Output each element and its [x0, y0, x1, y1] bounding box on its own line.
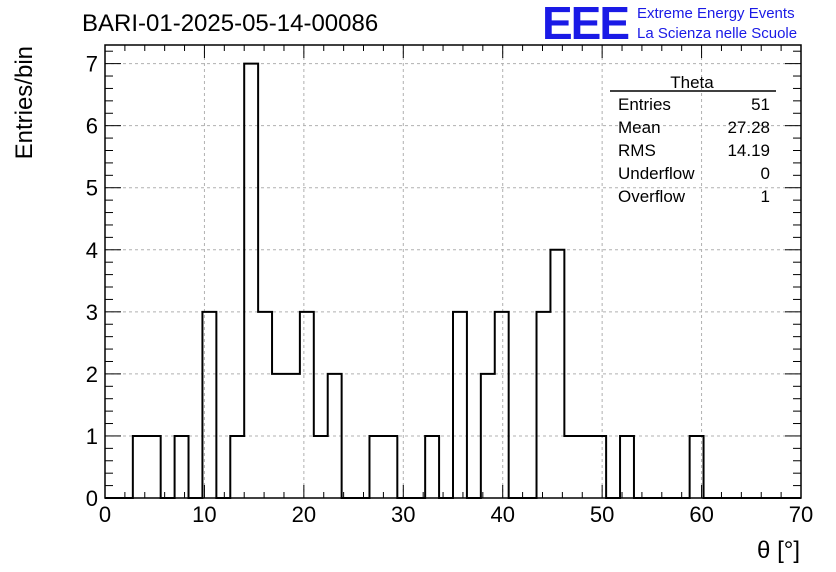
logo-caption-line2: La Scienza nelle Scuole [637, 25, 798, 42]
x-tick-label: 10 [192, 502, 216, 527]
x-tick-labels: 0 10 20 30 40 50 60 70 [99, 502, 813, 527]
y-tick-label: 4 [86, 238, 98, 263]
stats-row-value: 27.28 [727, 118, 770, 137]
x-tick-label: 30 [391, 502, 415, 527]
x-tick-label: 40 [490, 502, 514, 527]
x-tick-label: 60 [689, 502, 713, 527]
y-tick-label: 6 [86, 114, 98, 139]
stats-row-label: RMS [618, 141, 656, 160]
y-axis-label: Entries/bin [11, 46, 38, 159]
y-tick-label: 5 [86, 176, 98, 201]
x-tick-label: 20 [292, 502, 316, 527]
stats-box-title: Theta [670, 73, 714, 92]
logo-caption-line1: Extreme Energy Events [637, 5, 795, 22]
y-tick-label: 2 [86, 362, 98, 387]
x-tick-label: 0 [99, 502, 111, 527]
histogram-step-line [105, 62, 801, 499]
stats-row-value: 0 [761, 164, 770, 183]
x-axis-label: θ [°] [757, 537, 800, 564]
y-tick-label: 7 [86, 52, 98, 77]
eee-logo: EEE [542, 0, 630, 49]
stats-row-value: 1 [761, 187, 770, 206]
stats-row-label: Overflow [618, 187, 686, 206]
stats-row-label: Mean [618, 118, 661, 137]
stats-row-label: Entries [618, 95, 671, 114]
y-tick-label: 0 [86, 486, 98, 511]
chart-title: BARI-01-2025-05-14-00086 [82, 10, 379, 37]
y-tick-label: 3 [86, 300, 98, 325]
logo-caption: Extreme Energy Events La Scienza nelle S… [637, 4, 797, 44]
stats-row-value: 51 [751, 95, 770, 114]
x-tick-label: 70 [789, 502, 813, 527]
stats-row-value: 14.19 [727, 141, 770, 160]
axis-ticks [104, 45, 802, 499]
plot-frame [104, 44, 802, 499]
x-tick-label: 50 [590, 502, 614, 527]
stats-row-label: Underflow [618, 164, 695, 183]
y-tick-label: 1 [86, 424, 98, 449]
y-tick-labels: 0 1 2 3 4 5 6 7 [86, 52, 98, 511]
stats-box: Theta Entries 51 Mean 27.28 RMS 14.19 Underflo… [610, 73, 776, 206]
